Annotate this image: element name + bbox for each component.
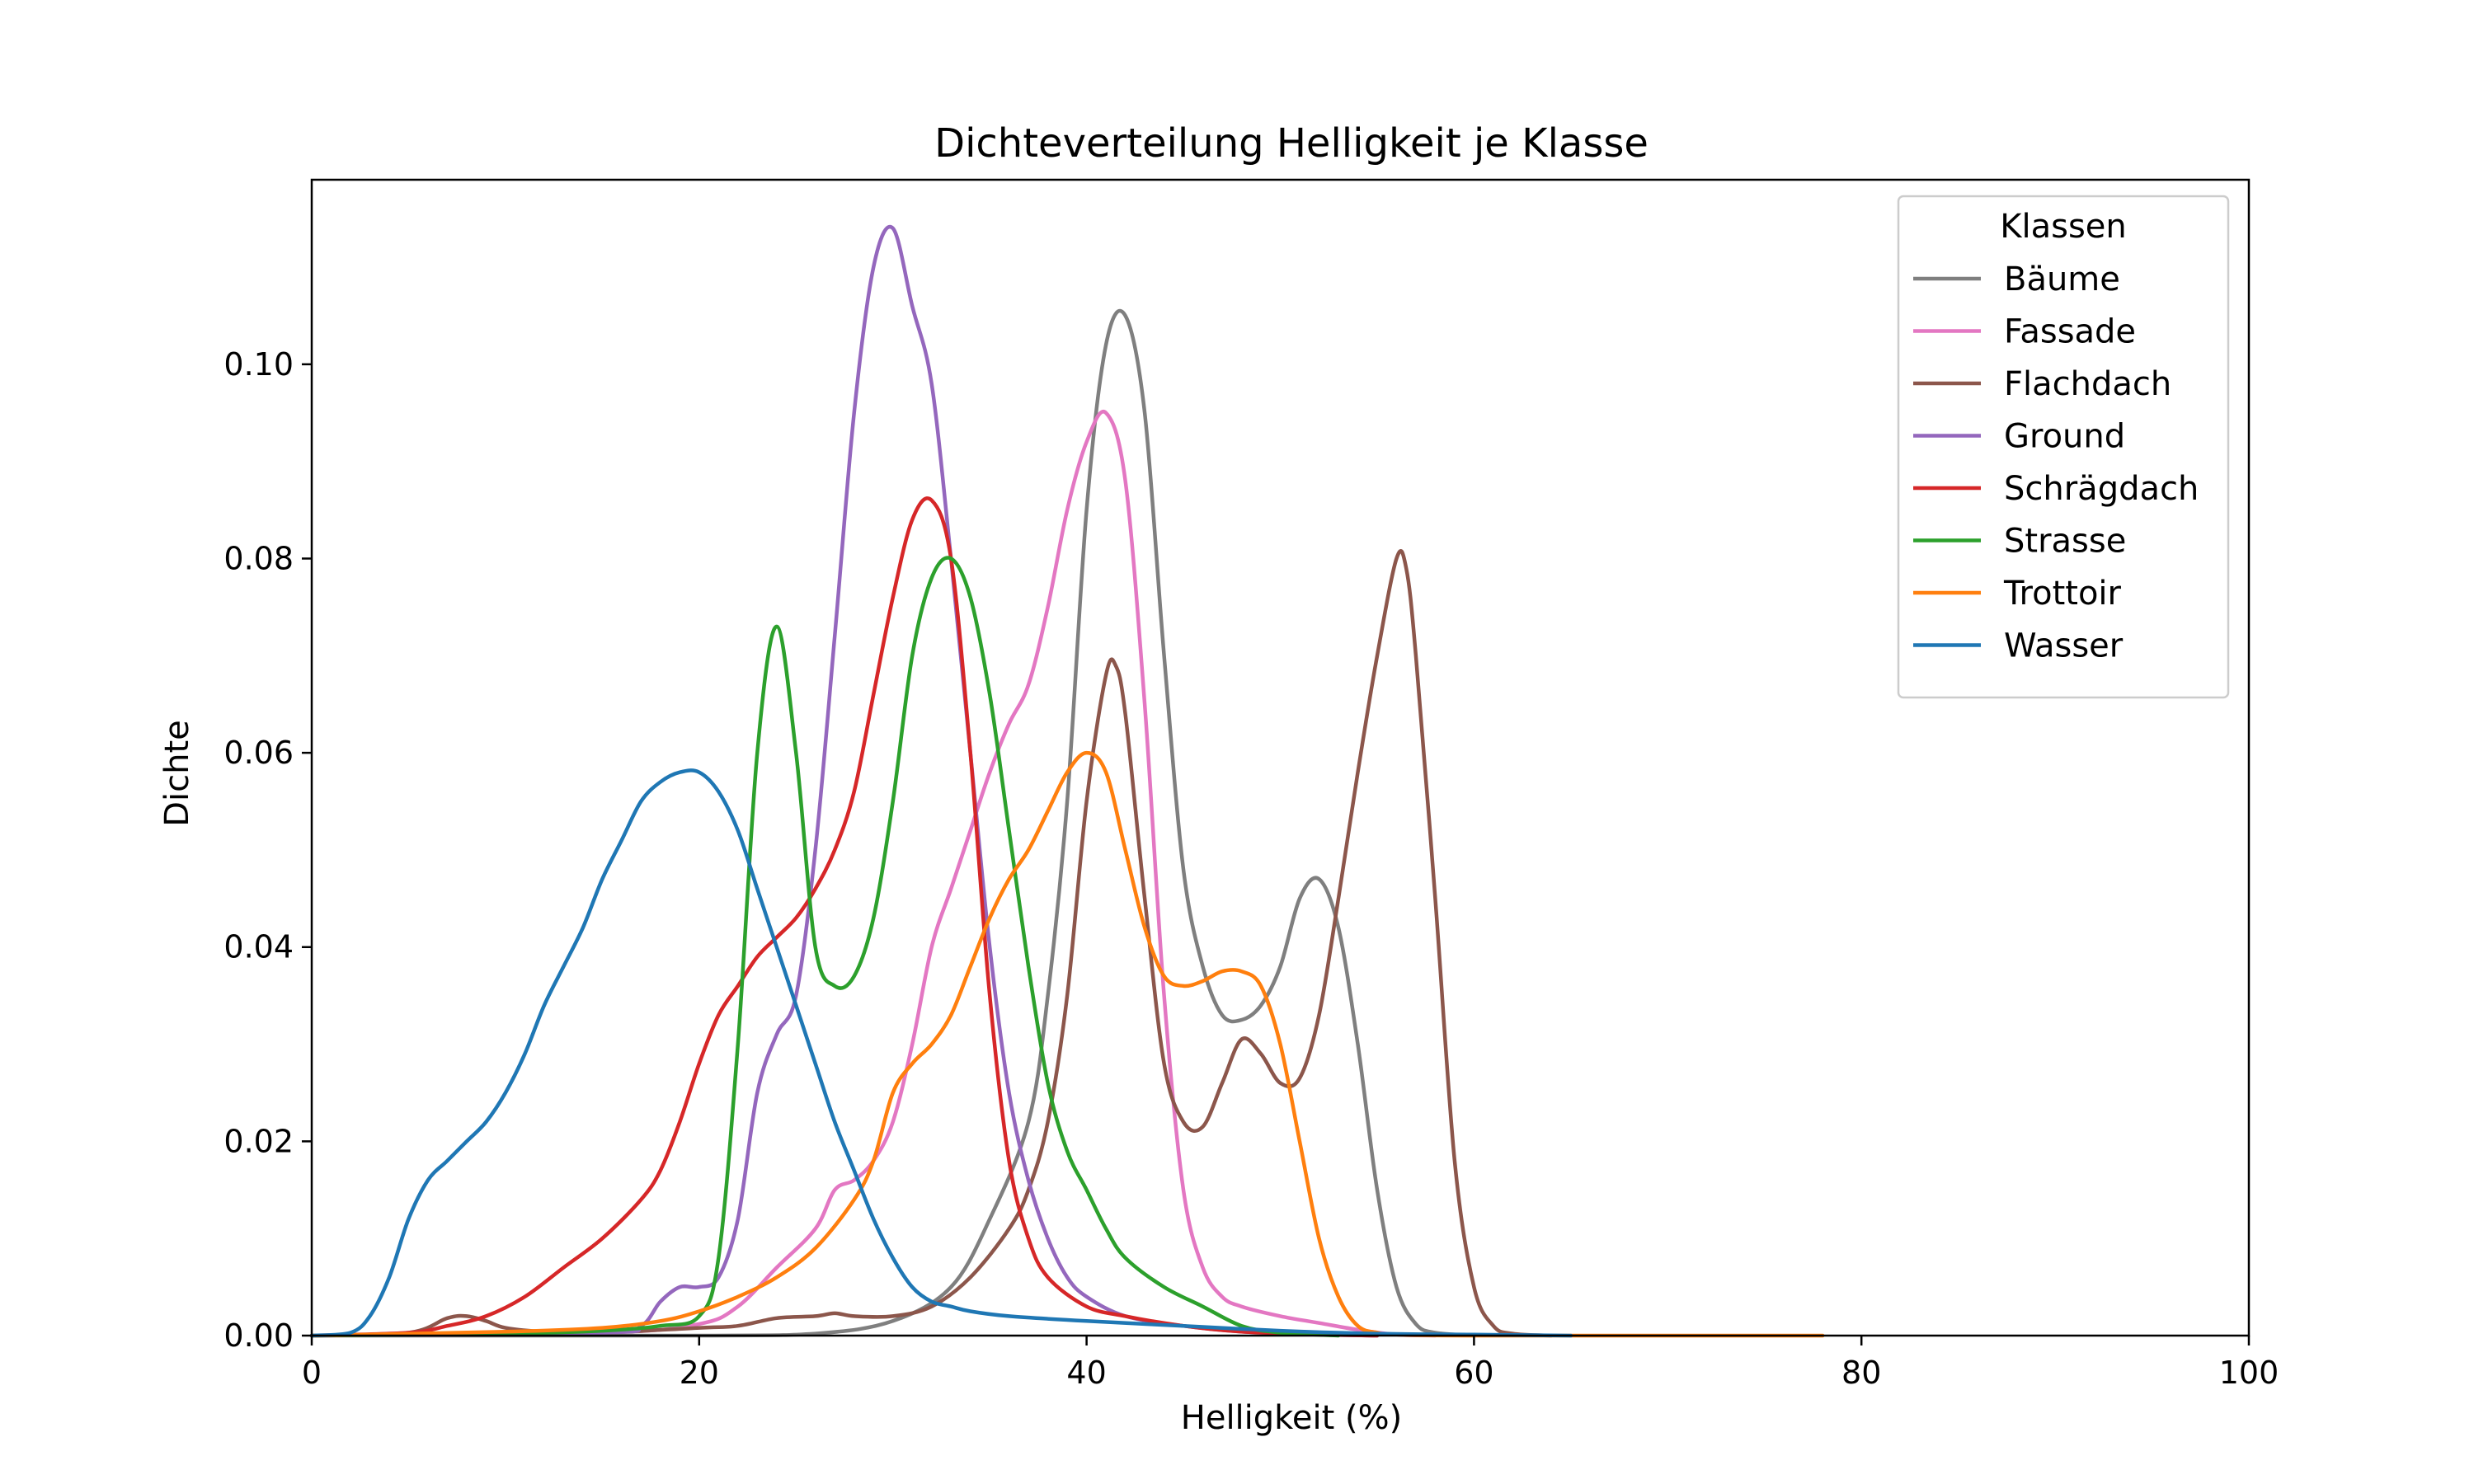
legend: Klassen Bäume Fassade Flachdach Ground Schräg…	[1897, 195, 2230, 699]
y-tick-label: 0.10	[223, 346, 294, 383]
legend-box	[1897, 195, 2230, 699]
legend-label: Schrägdach	[2004, 470, 2199, 508]
plot-area	[309, 178, 2251, 1338]
series-line-fassade	[309, 409, 1437, 1338]
x-axis-title: Helligkeit (%)	[1181, 1399, 1403, 1437]
series-line-trottoir	[309, 750, 1825, 1338]
x-tick-label: 100	[2219, 1355, 2279, 1391]
legend-label: Trottoir	[2003, 575, 2122, 613]
legend-label: Fassade	[2004, 313, 2136, 351]
series-line-wasser	[309, 768, 1573, 1338]
series-line-strasse	[309, 556, 1341, 1338]
y-tick-label: 0.06	[223, 735, 294, 771]
legend-label: Flachdach	[2004, 365, 2171, 403]
legend-title: Klassen	[2000, 208, 2127, 246]
y-axis: 0.00 0.02 0.04 0.06 0.08 0.10	[223, 346, 312, 1354]
y-axis-title: Dichte	[158, 720, 196, 827]
series-line-flachdach	[309, 549, 1554, 1338]
legend-label: Strasse	[2004, 523, 2126, 561]
x-tick-label: 60	[1454, 1355, 1493, 1391]
y-tick-label: 0.08	[223, 540, 294, 576]
x-tick-label: 80	[1841, 1355, 1881, 1391]
y-tick-label: 0.02	[223, 1123, 294, 1159]
plot-frame	[310, 178, 2251, 1337]
y-tick-label: 0.00	[223, 1317, 294, 1354]
legend-label: Ground	[2004, 418, 2125, 456]
legend-label: Wasser	[2004, 627, 2124, 665]
legend-label: Bäume	[2004, 261, 2120, 298]
y-tick-label: 0.04	[223, 929, 294, 965]
x-axis: 0 20 40 60 80 100	[302, 1336, 2279, 1391]
series-line-schraegdach	[309, 496, 1380, 1338]
x-tick-label: 20	[680, 1355, 719, 1391]
series-line-baeume	[309, 309, 1476, 1338]
series-line-ground	[309, 224, 1380, 1338]
chart-title: Dichteverteilung Helligkeit je Klasse	[934, 120, 1649, 167]
x-tick-label: 0	[302, 1355, 322, 1391]
x-tick-label: 40	[1066, 1355, 1106, 1391]
